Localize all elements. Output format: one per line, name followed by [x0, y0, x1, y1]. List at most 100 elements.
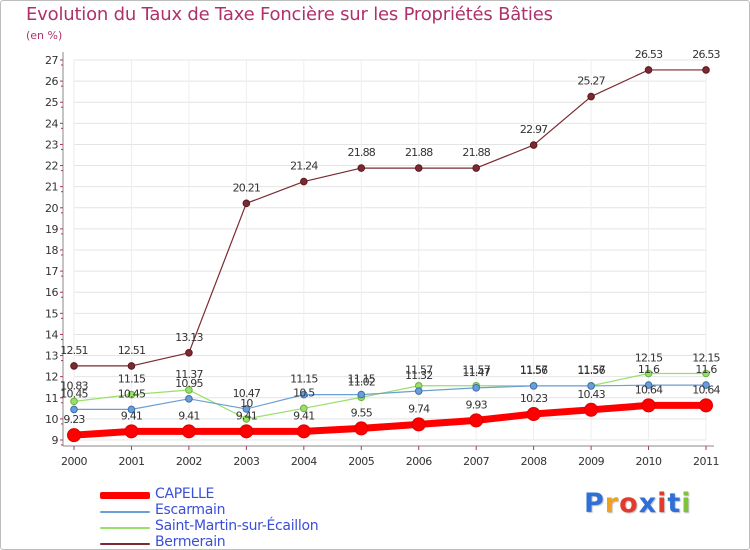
data-point — [70, 397, 78, 406]
data-point — [185, 386, 193, 394]
legend-swatch — [100, 543, 150, 545]
data-point — [699, 398, 713, 413]
x-tick-label: 2001 — [118, 455, 144, 468]
data-point — [644, 381, 653, 389]
data-label: 9.23 — [63, 413, 85, 426]
y-tick-label: 21 — [45, 181, 58, 194]
data-label: 12.15 — [635, 352, 663, 365]
data-label: 10.23 — [520, 392, 548, 405]
y-tick-label: 25 — [45, 96, 58, 109]
data-point — [185, 349, 193, 357]
data-point — [185, 395, 193, 403]
data-label: 9.74 — [408, 402, 430, 415]
data-label: 21.88 — [405, 146, 433, 159]
data-label: 10.45 — [118, 387, 146, 400]
data-label: 11.37 — [175, 368, 203, 381]
data-label: 13.13 — [175, 331, 203, 344]
y-tick-label: 14 — [45, 328, 58, 341]
y-tick-label: 9 — [52, 434, 59, 447]
data-point — [411, 417, 426, 432]
data-point — [127, 390, 136, 399]
data-label: 11.57 — [462, 364, 490, 377]
data-label: 9.41 — [293, 409, 314, 422]
data-point — [357, 164, 366, 172]
data-point — [354, 421, 369, 436]
data-point — [414, 387, 423, 395]
data-label: 9.41 — [178, 409, 199, 422]
data-label: 12.15 — [692, 352, 720, 365]
x-tick-label: 2006 — [406, 455, 432, 468]
x-tick-label: 2005 — [348, 455, 374, 468]
series-line-Bermerain — [73, 69, 707, 367]
data-point — [702, 66, 710, 74]
data-point — [127, 362, 136, 370]
data-label: 10.5 — [293, 386, 315, 399]
x-tick-label: 2000 — [61, 455, 87, 468]
data-point — [472, 164, 480, 172]
y-tick-label: 22 — [45, 160, 58, 173]
legend-label: Escarmain — [155, 502, 226, 518]
x-tick-label: 2011 — [693, 455, 719, 468]
x-tick-label: 2007 — [463, 455, 489, 468]
legend-label: CAPELLE — [155, 486, 214, 502]
data-point — [357, 390, 366, 399]
y-tick-label: 13 — [45, 350, 58, 363]
x-tick-label: 2003 — [233, 455, 259, 468]
data-point — [529, 382, 538, 390]
data-label: 11.56 — [520, 364, 548, 377]
data-label: 26.53 — [635, 48, 663, 61]
y-tick-label: 23 — [45, 138, 58, 151]
data-label: 11.57 — [405, 364, 433, 377]
legend-swatch — [100, 527, 150, 529]
data-label: 12.51 — [118, 344, 146, 357]
data-point — [127, 405, 136, 414]
data-point — [644, 369, 653, 378]
data-label: 26.53 — [692, 48, 720, 61]
data-point — [644, 66, 653, 74]
chart-title: Evolution du Taux de Taxe Foncière sur l… — [26, 4, 553, 25]
y-tick-label: 26 — [45, 75, 58, 88]
data-point — [584, 402, 599, 417]
legend-label: Saint-Martin-sur-Écaillon — [155, 518, 319, 534]
series-line-Saint-Martin-sur-Écaillon — [73, 372, 707, 420]
data-label: 10.47 — [233, 387, 261, 400]
data-point — [239, 424, 254, 439]
data-point — [469, 413, 484, 428]
data-label: 22.97 — [520, 123, 548, 136]
data-label: 21.88 — [462, 146, 490, 159]
proxiti-logo: Proxiti — [584, 488, 692, 519]
y-tick-label: 10 — [45, 413, 58, 426]
data-point — [702, 381, 710, 389]
y-axis-unit-label: (en %) — [26, 29, 63, 42]
data-point — [641, 398, 656, 413]
data-label: 9.55 — [351, 406, 373, 419]
data-point — [526, 407, 541, 422]
data-label: 21.88 — [348, 146, 376, 159]
data-point — [702, 369, 710, 378]
y-tick-label: 18 — [45, 244, 58, 257]
data-label: 11.02 — [348, 375, 376, 388]
x-tick-label: 2008 — [521, 455, 547, 468]
data-label: 12.51 — [60, 344, 88, 357]
y-tick-label: 24 — [45, 117, 58, 130]
data-point — [67, 428, 81, 443]
data-label: 11.15 — [348, 373, 376, 386]
data-point — [181, 424, 196, 439]
x-tick-label: 2009 — [578, 455, 604, 468]
data-point — [472, 384, 480, 392]
legend-label: Bermerain — [155, 534, 226, 550]
data-label: 11.32 — [405, 369, 433, 382]
data-point — [300, 177, 308, 186]
data-label: 21.24 — [290, 160, 318, 173]
data-label: 11.57 — [520, 364, 548, 377]
data-label: 11.6 — [695, 363, 717, 376]
y-tick-label: 11 — [45, 392, 58, 405]
y-tick-label: 16 — [45, 286, 58, 299]
data-label: 25.27 — [577, 75, 605, 88]
data-point — [529, 141, 538, 149]
legend-swatch — [100, 492, 150, 499]
data-point — [124, 424, 139, 439]
data-label: 9.41 — [236, 409, 257, 422]
